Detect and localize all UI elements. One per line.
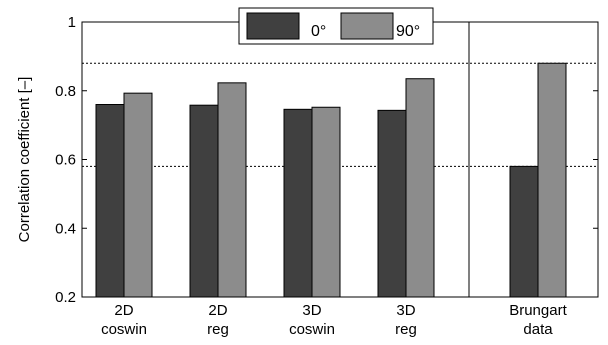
bar-90deg-0: [123, 92, 153, 298]
x-category-label: 3D: [396, 302, 415, 319]
x-category-label: Brungart: [509, 302, 567, 319]
bar-0deg-0: [95, 104, 125, 298]
x-category-label: data: [523, 321, 553, 338]
y-tick-label: 0.4: [55, 220, 76, 237]
bar-90deg-4: [537, 62, 567, 298]
bar-90deg-3: [405, 78, 435, 298]
bar-0deg-4: [509, 165, 539, 298]
bar-0deg-3: [377, 109, 407, 298]
y-tick-label: 0.6: [55, 152, 76, 169]
y-tick-label: 1: [68, 14, 76, 31]
legend-label-1: 90°: [396, 23, 420, 40]
legend: 0° 90°: [238, 7, 434, 45]
bar-0deg-1: [189, 104, 219, 298]
y-tick-label: 0.8: [55, 83, 76, 100]
y-tick-label: 0.2: [55, 289, 76, 306]
x-category-label: coswin: [101, 321, 147, 338]
bar-90deg-2: [311, 106, 341, 298]
x-category-label: 2D: [208, 302, 227, 319]
x-axis-category-labels: 2D coswin 2D reg 3D coswin 3D reg Brungart data: [101, 292, 568, 338]
y-axis-label: Correlation coefficient [–]: [16, 77, 33, 243]
legend-swatch-0: [246, 12, 300, 40]
legend-swatch-1: [340, 12, 394, 40]
bar-0deg-2: [283, 108, 313, 298]
bar-90deg-1: [217, 82, 247, 298]
bars-group: [95, 62, 567, 298]
x-category-label: 2D: [114, 302, 133, 319]
y-axis-ticks: 0.2 0.4 0.6 0.8 1: [55, 14, 598, 306]
legend-label-0: 0°: [311, 23, 326, 40]
x-category-label: coswin: [289, 321, 335, 338]
x-category-label: 3D: [302, 302, 321, 319]
x-category-label: reg: [207, 321, 229, 338]
x-category-label: reg: [395, 321, 417, 338]
